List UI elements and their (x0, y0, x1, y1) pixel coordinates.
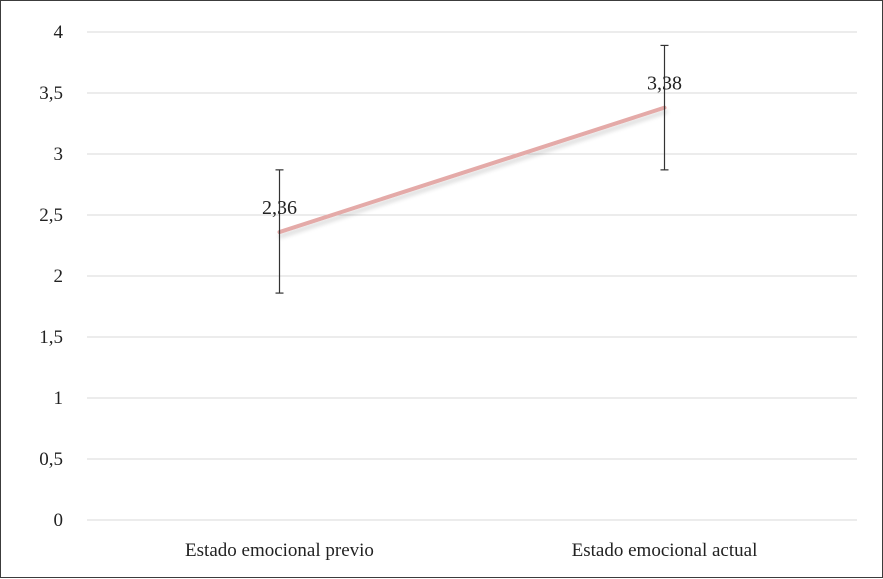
series-layer (277, 105, 667, 235)
data-labels: 2,36 3,38 (262, 73, 682, 219)
y-tick-label: 1 (54, 388, 64, 409)
y-tick-label: 0 (54, 510, 64, 531)
y-tick-label: 2,5 (39, 205, 63, 226)
y-tick-label: 2 (54, 266, 64, 287)
y-axis-tick-labels: 0 0,5 1 1,5 2 2,5 3 3,5 4 (39, 22, 63, 531)
error-bars (275, 44, 669, 294)
x-category-label: Estado emocional previo (185, 540, 374, 561)
y-tick-label: 1,5 (39, 327, 63, 348)
y-tick-label: 3 (54, 144, 64, 165)
error-bar (275, 169, 284, 294)
error-bar (660, 44, 669, 171)
y-tick-label: 0,5 (39, 449, 63, 470)
y-tick-label: 3,5 (39, 83, 63, 104)
x-category-label: Estado emocional actual (572, 540, 758, 561)
x-axis-category-labels: Estado emocional previo Estado emocional … (185, 540, 757, 561)
data-label: 2,36 (262, 197, 297, 219)
series-line (277, 105, 667, 235)
data-label: 3,38 (647, 73, 682, 95)
y-tick-label: 4 (54, 22, 64, 43)
gridlines (87, 31, 857, 521)
